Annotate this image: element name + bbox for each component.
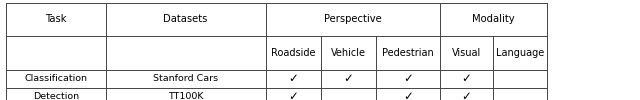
Text: Perspective: Perspective bbox=[324, 14, 381, 24]
Text: ✓: ✓ bbox=[403, 72, 413, 85]
Text: Stanford Cars: Stanford Cars bbox=[153, 74, 218, 83]
Text: Detection: Detection bbox=[33, 92, 79, 100]
Text: ✓: ✓ bbox=[461, 90, 472, 100]
Text: ✓: ✓ bbox=[289, 72, 298, 85]
Text: Vehicle: Vehicle bbox=[331, 48, 366, 58]
Text: Classification: Classification bbox=[24, 74, 88, 83]
Text: Datasets: Datasets bbox=[163, 14, 208, 24]
Text: Modality: Modality bbox=[472, 14, 515, 24]
Text: Language: Language bbox=[496, 48, 545, 58]
Text: Pedestrian: Pedestrian bbox=[382, 48, 433, 58]
Text: ✓: ✓ bbox=[403, 90, 413, 100]
Text: Task: Task bbox=[45, 14, 67, 24]
Text: ✓: ✓ bbox=[461, 72, 472, 85]
Text: TT100K: TT100K bbox=[168, 92, 204, 100]
Text: ✓: ✓ bbox=[344, 72, 353, 85]
Text: ✓: ✓ bbox=[289, 90, 298, 100]
Text: Roadside: Roadside bbox=[271, 48, 316, 58]
Text: Visual: Visual bbox=[452, 48, 481, 58]
